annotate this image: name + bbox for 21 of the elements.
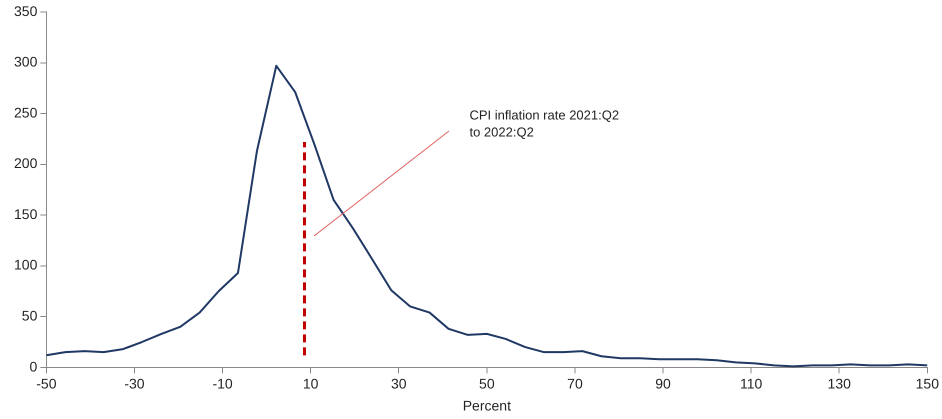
x-tick-label: 90: [655, 376, 672, 392]
x-tick-label: 150: [916, 376, 940, 392]
y-tick-label: 250: [14, 104, 38, 120]
y-tick-label: 350: [14, 2, 38, 19]
y-tick-label: 100: [14, 256, 38, 273]
x-tick-label: 130: [828, 376, 852, 392]
x-tick-label: 110: [740, 376, 762, 392]
y-tick-label: 150: [14, 206, 38, 222]
x-tick-label: 50: [479, 376, 495, 392]
x-tick-label: 70: [567, 376, 583, 392]
annotation: CPI inflation rate 2021:Q2 to 2022:Q2: [469, 107, 620, 140]
y-tick-label: 300: [14, 54, 38, 70]
y-tick-label: 50: [22, 307, 38, 324]
x-tick-label: -50: [36, 376, 57, 392]
y-tick-label: 0: [30, 358, 38, 374]
x-tick-label: 30: [390, 376, 407, 392]
y-tick-label: 200: [14, 155, 38, 172]
x-tick-label: 10: [302, 376, 319, 392]
x-axis-title: Percent: [462, 397, 512, 414]
x-tick-label: -10: [212, 376, 233, 392]
x-tick-label: -30: [124, 376, 145, 392]
